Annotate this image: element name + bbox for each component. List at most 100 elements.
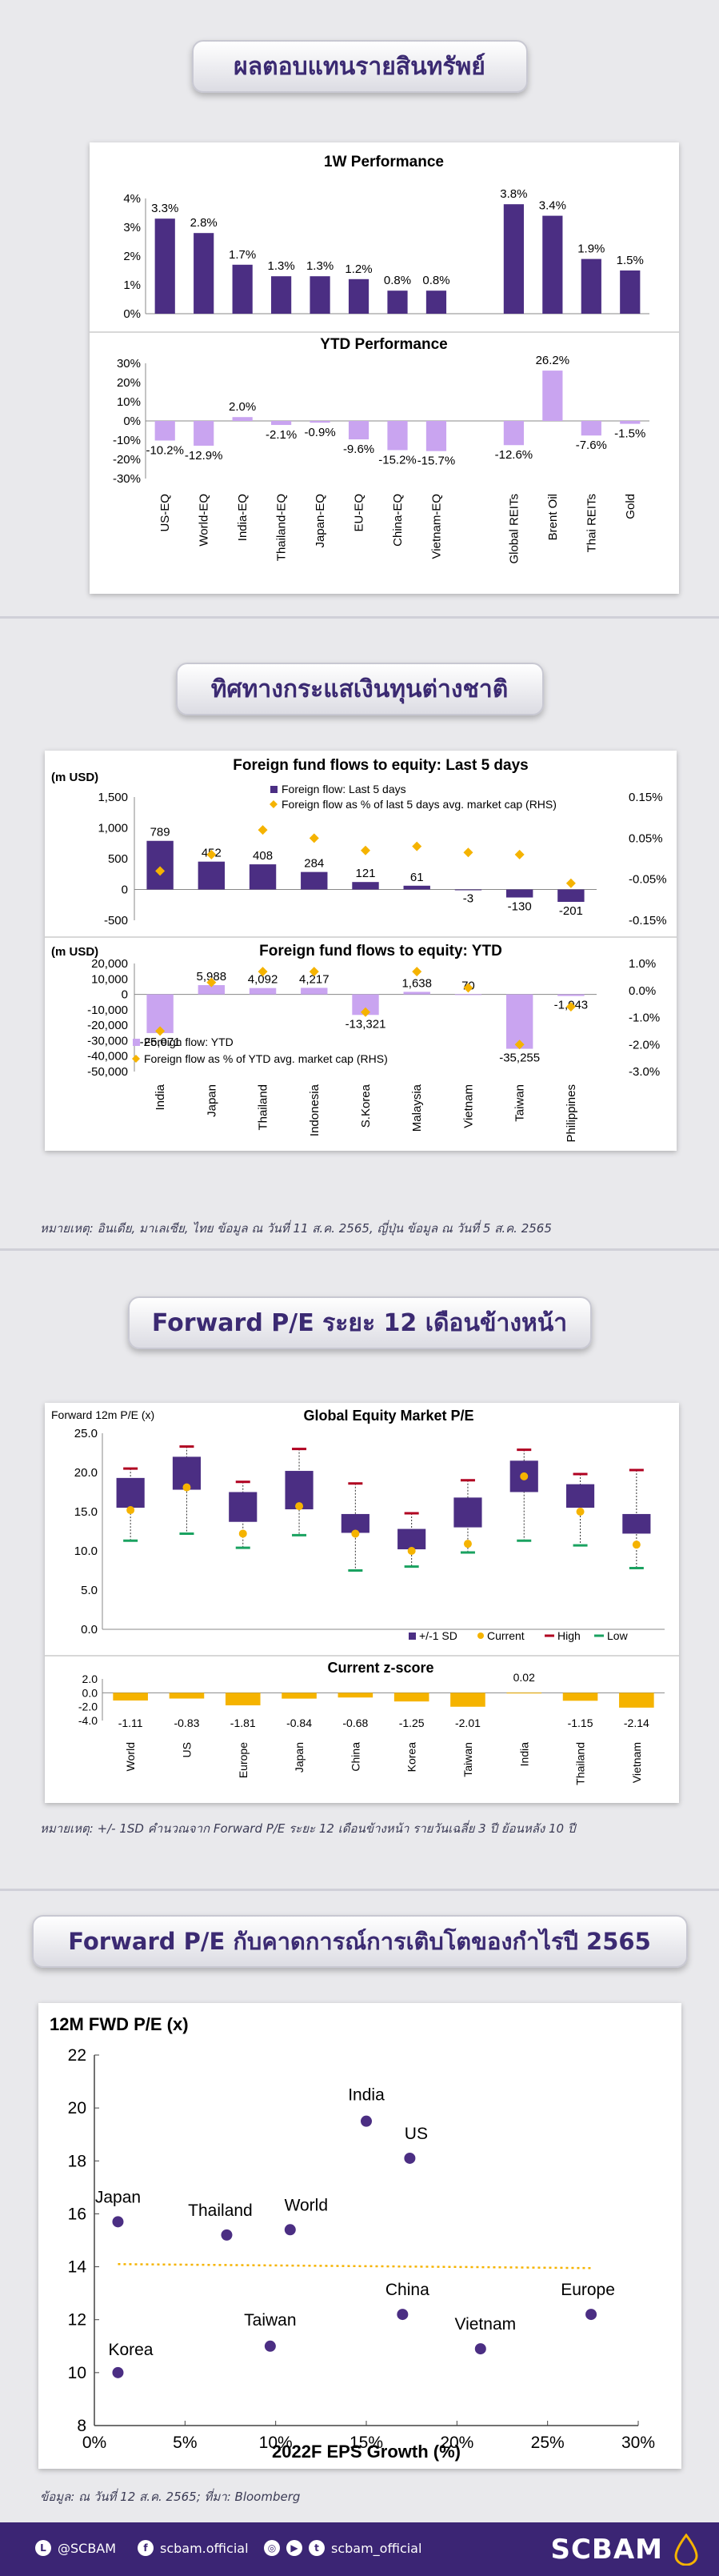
y-tick-label: 1,500 bbox=[98, 791, 128, 804]
y2-tick-label: -2.0% bbox=[629, 1038, 660, 1052]
y-axis-label: Forward 12m P/E (x) bbox=[51, 1408, 154, 1421]
data-label: 789 bbox=[150, 826, 170, 839]
y2-tick-label: -1.0% bbox=[629, 1012, 660, 1025]
rhs-marker bbox=[309, 967, 319, 977]
bar bbox=[271, 276, 292, 314]
legend-label: Low bbox=[607, 1629, 629, 1642]
category-label: Vietnam bbox=[461, 1084, 475, 1128]
scatter-point bbox=[404, 2152, 416, 2164]
y-tick-label: 3% bbox=[123, 221, 141, 234]
chart-divider bbox=[45, 1655, 679, 1657]
x-tick-label: 15% bbox=[350, 2434, 383, 2452]
x-tick-label: 0% bbox=[82, 2434, 106, 2452]
bar bbox=[310, 276, 330, 314]
x-tick-label: 10% bbox=[259, 2434, 293, 2452]
data-label: 5,988 bbox=[197, 970, 227, 984]
legend-label: High bbox=[557, 1629, 581, 1642]
point-label: US bbox=[405, 2125, 428, 2143]
data-label: -13,321 bbox=[346, 1017, 386, 1031]
bar bbox=[232, 264, 253, 314]
rhs-marker bbox=[565, 1002, 576, 1012]
section-title-text: Forward P/E ระยะ 12 เดือนข้างหน้า bbox=[151, 1308, 568, 1337]
category-label: India bbox=[154, 1084, 167, 1110]
data-label: -2.01 bbox=[455, 1717, 481, 1729]
y-tick-label: -20,000 bbox=[87, 1019, 128, 1032]
data-label: -1.81 bbox=[230, 1717, 256, 1729]
category-label: Taiwan bbox=[513, 1084, 527, 1122]
x-axis-label: 2022F EPS Growth (%) bbox=[272, 2442, 461, 2462]
rhs-marker bbox=[463, 847, 473, 858]
data-label: -0.83 bbox=[174, 1717, 199, 1729]
y-tick-label: 8 bbox=[77, 2417, 86, 2435]
y-tick-label: 0.0 bbox=[81, 1623, 98, 1637]
data-label: -9.6% bbox=[343, 443, 374, 456]
bar bbox=[194, 421, 214, 446]
chart-divider bbox=[90, 331, 679, 333]
bar bbox=[503, 204, 524, 314]
bar bbox=[194, 233, 214, 314]
bar bbox=[301, 988, 328, 995]
category-label: Europe bbox=[237, 1742, 250, 1778]
scatter-point bbox=[112, 2366, 124, 2378]
y-tick-label: 0.0 bbox=[82, 1686, 98, 1699]
y-tick-label: 22 bbox=[68, 2046, 86, 2065]
rhs-marker bbox=[155, 1026, 166, 1036]
bar bbox=[249, 988, 277, 995]
chart-title: Global Equity Market P/E bbox=[303, 1408, 473, 1424]
line-icon: L bbox=[35, 2540, 51, 2556]
category-label: World-EQ bbox=[198, 494, 211, 547]
footer-facebook[interactable]: f scbam.official bbox=[138, 2540, 249, 2556]
footer-bar: L @SCBAM f scbam.official ◎ ▶ t scbam_offi… bbox=[0, 2522, 719, 2576]
footer-facebook-text: scbam.official bbox=[160, 2540, 249, 2556]
y2-tick-label: -0.15% bbox=[629, 914, 667, 927]
y-tick-label: 20% bbox=[117, 376, 141, 390]
bar bbox=[454, 994, 482, 996]
section-foreign-flows: ทิศทางกระแสเงินทุนต่างชาติ Foreign fund … bbox=[0, 616, 719, 1251]
rhs-marker bbox=[155, 866, 166, 876]
data-label: 0.02 bbox=[513, 1671, 535, 1684]
category-label: Philippines bbox=[565, 1084, 578, 1143]
y-tick-label: 1,000 bbox=[98, 822, 128, 835]
legend-label: Current bbox=[487, 1629, 525, 1642]
section-title: Forward P/E กับคาดการณ์การเติบโตของกำไรป… bbox=[31, 1915, 688, 1968]
section-title: ผลตอบแทนรายสินทรัพย์ bbox=[191, 40, 528, 93]
bar bbox=[393, 1693, 429, 1702]
category-label: Malaysia bbox=[410, 1084, 424, 1132]
y-tick-label: 20,000 bbox=[91, 957, 128, 971]
data-label: -1.11 bbox=[118, 1717, 143, 1729]
y-tick-label: 0% bbox=[123, 307, 141, 321]
chart-flows-ytd: Foreign fund flows to equity: YTD (m USD)… bbox=[51, 943, 660, 1143]
y-tick-label: 20.0 bbox=[74, 1466, 98, 1480]
y-tick-label: 2% bbox=[123, 250, 141, 263]
legend-swatch bbox=[132, 1055, 140, 1063]
y-tick-label: -10,000 bbox=[87, 1004, 128, 1017]
foreign-flows-panel: Foreign fund flows to equity: Last 5 day… bbox=[45, 751, 677, 1151]
data-label: 0.8% bbox=[384, 274, 411, 287]
point-label: Korea bbox=[108, 2341, 153, 2359]
bar bbox=[619, 1693, 654, 1708]
footer-line[interactable]: L @SCBAM bbox=[35, 2540, 116, 2556]
rhs-marker bbox=[258, 967, 268, 977]
y-tick-label: 20 bbox=[68, 2099, 86, 2117]
y-tick-label: 25.0 bbox=[74, 1427, 98, 1440]
point-label: World bbox=[285, 2196, 328, 2214]
chart-global-pe: Forward 12m P/E (x) Global Equity Market … bbox=[51, 1408, 665, 1642]
point-label: Europe bbox=[561, 2281, 615, 2299]
y-tick-label: 30% bbox=[117, 357, 141, 371]
y-tick-label: -10% bbox=[113, 434, 141, 447]
bar bbox=[505, 889, 533, 898]
category-label: Vietnam-EQ bbox=[429, 494, 443, 559]
point-label: Vietnam bbox=[454, 2315, 516, 2334]
instagram-icon: ◎ bbox=[264, 2540, 280, 2556]
data-label: 1.9% bbox=[577, 242, 605, 256]
section-asset-returns: ผลตอบแทนรายสินทรัพย์ 1W Performance 4% 3% 2… bbox=[0, 0, 719, 616]
scatter-point bbox=[474, 2343, 486, 2355]
y-tick-label: 15.0 bbox=[74, 1505, 98, 1519]
bar bbox=[348, 278, 369, 314]
rhs-marker bbox=[206, 977, 217, 988]
current-marker bbox=[520, 1472, 529, 1480]
current-marker bbox=[182, 1483, 191, 1492]
data-label: -35,255 bbox=[499, 1052, 540, 1065]
data-label: -201 bbox=[559, 904, 583, 918]
footer-social[interactable]: ◎ ▶ t scbam_official bbox=[264, 2540, 421, 2556]
